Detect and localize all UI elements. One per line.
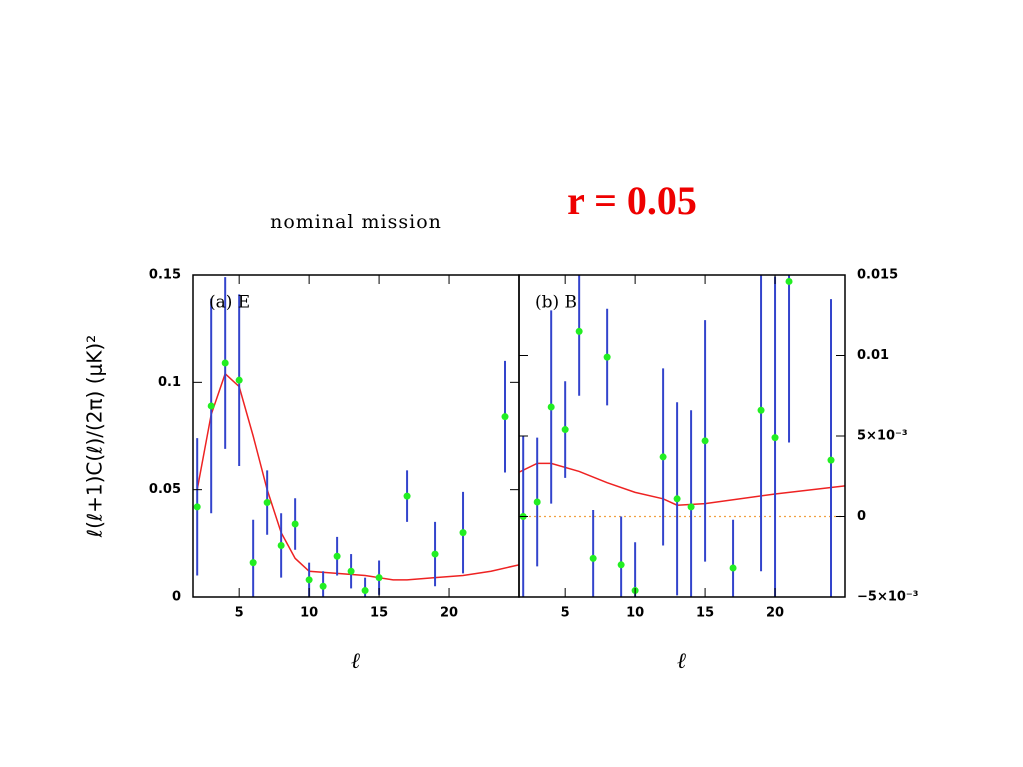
x-tick-label: 15 xyxy=(696,606,714,621)
data-point xyxy=(687,503,695,511)
data-point xyxy=(561,426,569,434)
y-tick-label: 0.1 xyxy=(158,375,181,390)
data-point xyxy=(659,453,667,461)
data-point xyxy=(757,406,765,414)
data-point xyxy=(403,492,411,500)
data-point xyxy=(459,529,467,537)
y-tick-label: 0.015 xyxy=(857,268,898,283)
data-point xyxy=(235,376,243,384)
data-point xyxy=(701,437,709,445)
y-tick-label: 0.05 xyxy=(149,482,181,497)
data-point xyxy=(333,552,341,560)
x-tick-label: 5 xyxy=(235,606,244,621)
y-tick-label: −5×10⁻³ xyxy=(857,590,918,605)
data-point xyxy=(501,413,509,421)
data-point xyxy=(533,498,541,506)
data-point xyxy=(771,434,779,442)
data-point xyxy=(291,520,299,528)
y-tick-label: 5×10⁻³ xyxy=(857,429,908,444)
model-curve xyxy=(519,462,845,506)
data-point xyxy=(305,576,313,584)
x-tick-label: 20 xyxy=(440,606,458,621)
data-point xyxy=(603,353,611,361)
data-point xyxy=(617,561,625,569)
y-tick-label: 0.15 xyxy=(149,268,181,283)
data-point xyxy=(589,554,597,562)
data-point xyxy=(785,277,793,285)
data-point xyxy=(207,402,215,410)
slide-title: r = 0.05 xyxy=(567,178,697,223)
data-point xyxy=(221,359,229,367)
x-axis-label: ℓ xyxy=(351,648,360,674)
y-tick-label: 0 xyxy=(172,590,181,605)
x-tick-label: 10 xyxy=(300,606,318,621)
data-point xyxy=(547,403,555,411)
data-point xyxy=(361,587,369,595)
y-tick-label: 0.01 xyxy=(857,348,889,363)
x-tick-label: 10 xyxy=(626,606,644,621)
data-point xyxy=(431,550,439,558)
data-point xyxy=(347,567,355,575)
y-tick-label: 0 xyxy=(857,509,866,524)
x-tick-label: 20 xyxy=(766,606,784,621)
data-point xyxy=(575,327,583,335)
subtitle: nominal mission xyxy=(270,211,442,233)
data-point xyxy=(277,541,285,549)
data-point xyxy=(193,503,201,511)
x-tick-label: 5 xyxy=(561,606,570,621)
data-point xyxy=(319,582,327,590)
data-point xyxy=(827,456,835,464)
data-point xyxy=(375,574,383,582)
x-tick-label: 15 xyxy=(370,606,388,621)
panel-label: (b) B xyxy=(535,293,577,313)
data-point xyxy=(249,559,257,567)
x-axis-label: ℓ xyxy=(677,648,686,674)
data-point xyxy=(729,564,737,572)
data-point xyxy=(673,495,681,503)
data-point xyxy=(263,499,271,507)
y-axis-label: ℓ(ℓ+1)C(ℓ)/(2π) (μK)² xyxy=(83,335,107,538)
panel-label: (a) E xyxy=(209,293,250,313)
